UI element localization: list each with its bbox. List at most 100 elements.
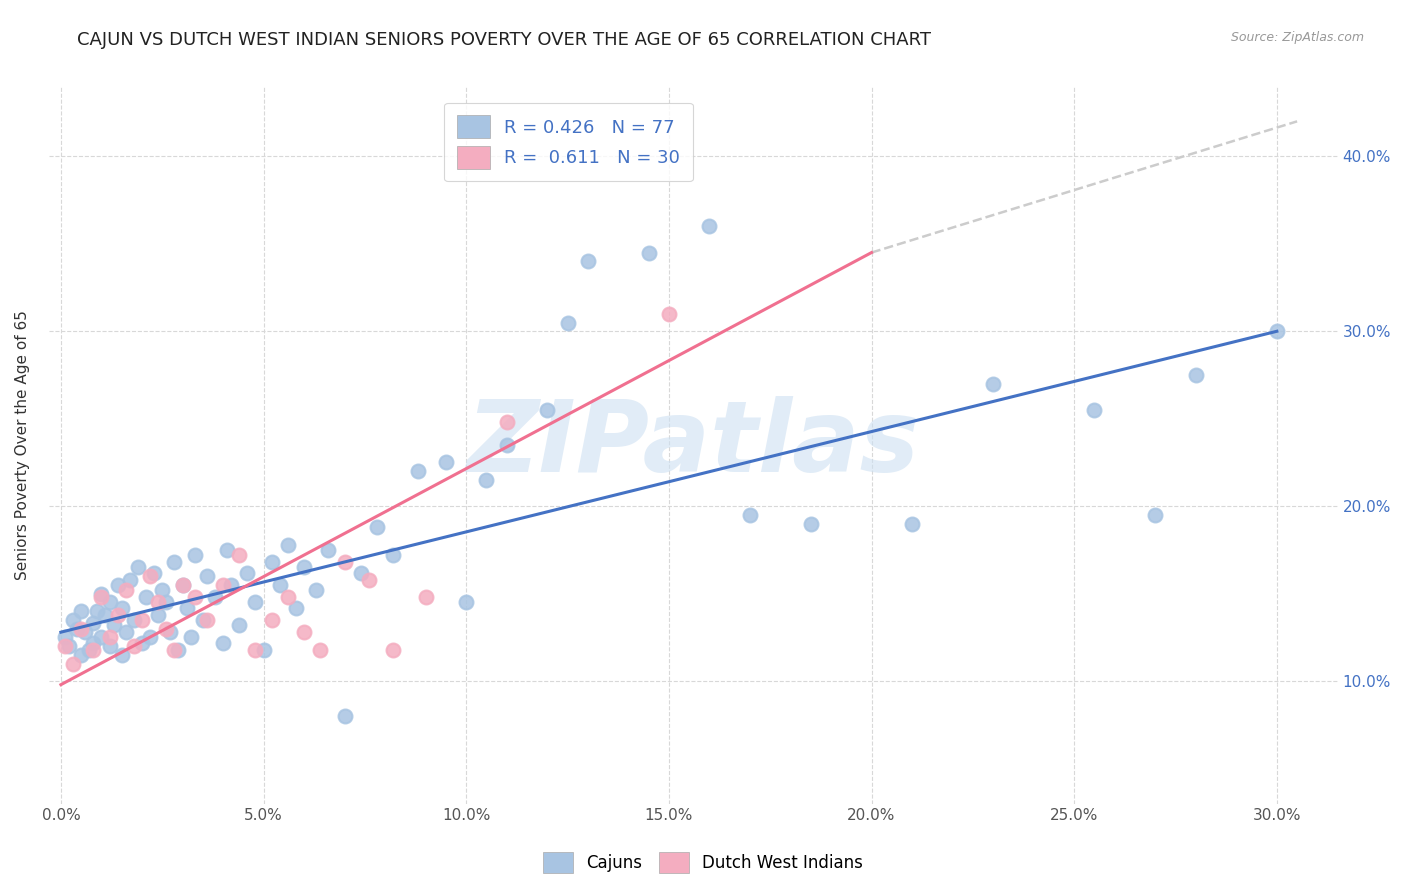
- Point: [131, 613, 153, 627]
- Point: [318, 543, 340, 558]
- Point: [217, 543, 239, 558]
- Point: [176, 600, 198, 615]
- Point: [122, 639, 145, 653]
- Point: [292, 625, 315, 640]
- Point: [576, 254, 599, 268]
- Point: [406, 464, 429, 478]
- Point: [252, 642, 274, 657]
- Point: [75, 625, 97, 640]
- Point: [495, 415, 517, 429]
- Point: [62, 657, 84, 671]
- Point: [260, 555, 283, 569]
- Point: [382, 548, 405, 562]
- Point: [219, 578, 242, 592]
- Point: [350, 566, 373, 580]
- Point: [1083, 403, 1105, 417]
- Point: [1184, 368, 1206, 382]
- Point: [66, 622, 89, 636]
- Point: [981, 376, 1004, 391]
- Point: [277, 538, 299, 552]
- Point: [86, 604, 108, 618]
- Point: [292, 560, 315, 574]
- Point: [204, 590, 226, 604]
- Point: [415, 590, 437, 604]
- Point: [163, 642, 186, 657]
- Point: [98, 595, 121, 609]
- Point: [366, 520, 388, 534]
- Point: [236, 566, 259, 580]
- Point: [82, 642, 104, 657]
- Point: [62, 613, 84, 627]
- Point: [53, 639, 76, 653]
- Point: [357, 573, 380, 587]
- Point: [212, 635, 235, 649]
- Point: [800, 516, 823, 531]
- Point: [135, 590, 157, 604]
- Point: [139, 569, 162, 583]
- Point: [150, 583, 173, 598]
- Point: [269, 578, 291, 592]
- Point: [228, 548, 250, 562]
- Point: [167, 642, 190, 657]
- Text: Source: ZipAtlas.com: Source: ZipAtlas.com: [1230, 31, 1364, 45]
- Text: ZIPatlas: ZIPatlas: [467, 396, 920, 493]
- Point: [191, 613, 214, 627]
- Point: [163, 555, 186, 569]
- Point: [148, 595, 170, 609]
- Point: [107, 607, 129, 622]
- Legend: R = 0.426   N = 77, R =  0.611   N = 30: R = 0.426 N = 77, R = 0.611 N = 30: [444, 103, 693, 181]
- Point: [285, 600, 308, 615]
- Point: [245, 595, 267, 609]
- Point: [79, 642, 101, 657]
- Point: [536, 403, 558, 417]
- Legend: Cajuns, Dutch West Indians: Cajuns, Dutch West Indians: [536, 846, 870, 880]
- Point: [98, 639, 121, 653]
- Point: [90, 590, 112, 604]
- Y-axis label: Seniors Poverty Over the Age of 65: Seniors Poverty Over the Age of 65: [15, 310, 30, 580]
- Point: [90, 587, 112, 601]
- Point: [70, 604, 93, 618]
- Point: [309, 642, 332, 657]
- Point: [114, 625, 136, 640]
- Point: [183, 548, 205, 562]
- Point: [212, 578, 235, 592]
- Point: [434, 455, 457, 469]
- Point: [195, 569, 218, 583]
- Point: [475, 473, 498, 487]
- Point: [118, 573, 141, 587]
- Text: CAJUN VS DUTCH WEST INDIAN SENIORS POVERTY OVER THE AGE OF 65 CORRELATION CHART: CAJUN VS DUTCH WEST INDIAN SENIORS POVER…: [77, 31, 931, 49]
- Point: [1144, 508, 1167, 522]
- Point: [172, 578, 194, 592]
- Point: [557, 316, 579, 330]
- Point: [143, 566, 166, 580]
- Point: [195, 613, 218, 627]
- Point: [901, 516, 924, 531]
- Point: [658, 307, 681, 321]
- Point: [111, 600, 134, 615]
- Point: [277, 590, 299, 604]
- Point: [53, 631, 76, 645]
- Point: [183, 590, 205, 604]
- Point: [107, 578, 129, 592]
- Point: [155, 622, 177, 636]
- Point: [70, 622, 93, 636]
- Point: [159, 625, 181, 640]
- Point: [122, 613, 145, 627]
- Point: [699, 219, 721, 234]
- Point: [114, 583, 136, 598]
- Point: [637, 245, 659, 260]
- Point: [456, 595, 478, 609]
- Point: [333, 709, 356, 723]
- Point: [738, 508, 761, 522]
- Point: [111, 648, 134, 662]
- Point: [1265, 324, 1288, 338]
- Point: [148, 607, 170, 622]
- Point: [70, 648, 93, 662]
- Point: [382, 642, 405, 657]
- Point: [260, 613, 283, 627]
- Point: [131, 635, 153, 649]
- Point: [228, 618, 250, 632]
- Point: [139, 631, 162, 645]
- Point: [333, 555, 356, 569]
- Point: [180, 631, 202, 645]
